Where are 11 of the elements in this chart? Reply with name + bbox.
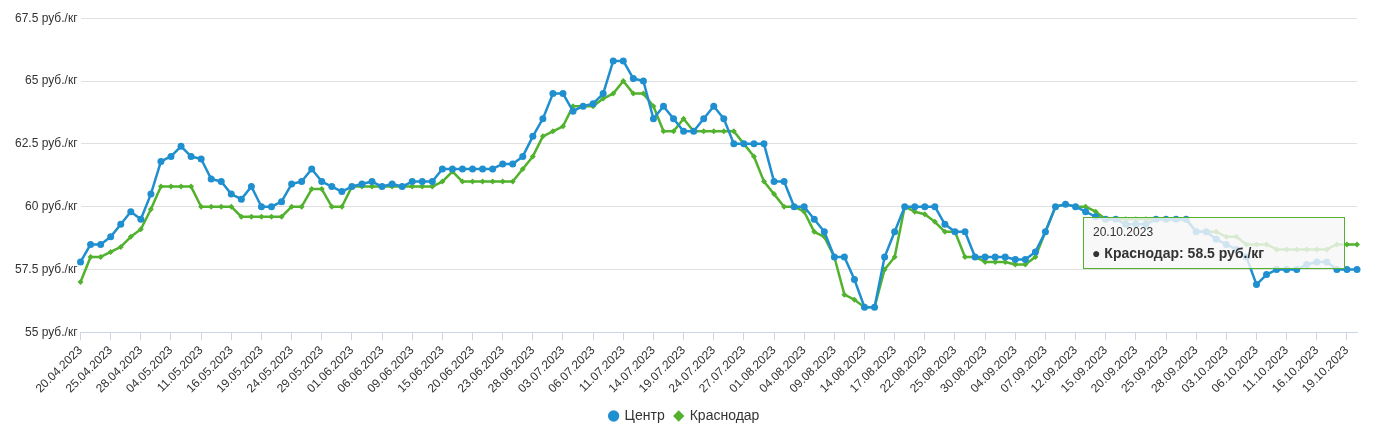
annotation: ● Краснодар: 58.5 руб./кг xyxy=(1092,245,1265,262)
legend-label: Центр xyxy=(624,406,665,423)
y-tick-label: 60 руб./кг xyxy=(25,199,79,213)
legend-label: Краснодар xyxy=(689,406,760,423)
y-tick-label: 55 руб./кг xyxy=(25,324,79,339)
tooltip-box: 20.10.2023 ● Краснодар: 58.5 руб./кг xyxy=(1083,217,1345,270)
y-tick-label: 62.5 руб./кг xyxy=(15,136,79,151)
annotation: 20.10.2023 xyxy=(1093,225,1154,240)
y-tick-label: 65 руб./кг xyxy=(25,73,79,88)
y-tick-label: 67.5 руб./кг xyxy=(15,10,79,25)
y-tick-label: 57.5 руб./кг xyxy=(15,261,79,276)
